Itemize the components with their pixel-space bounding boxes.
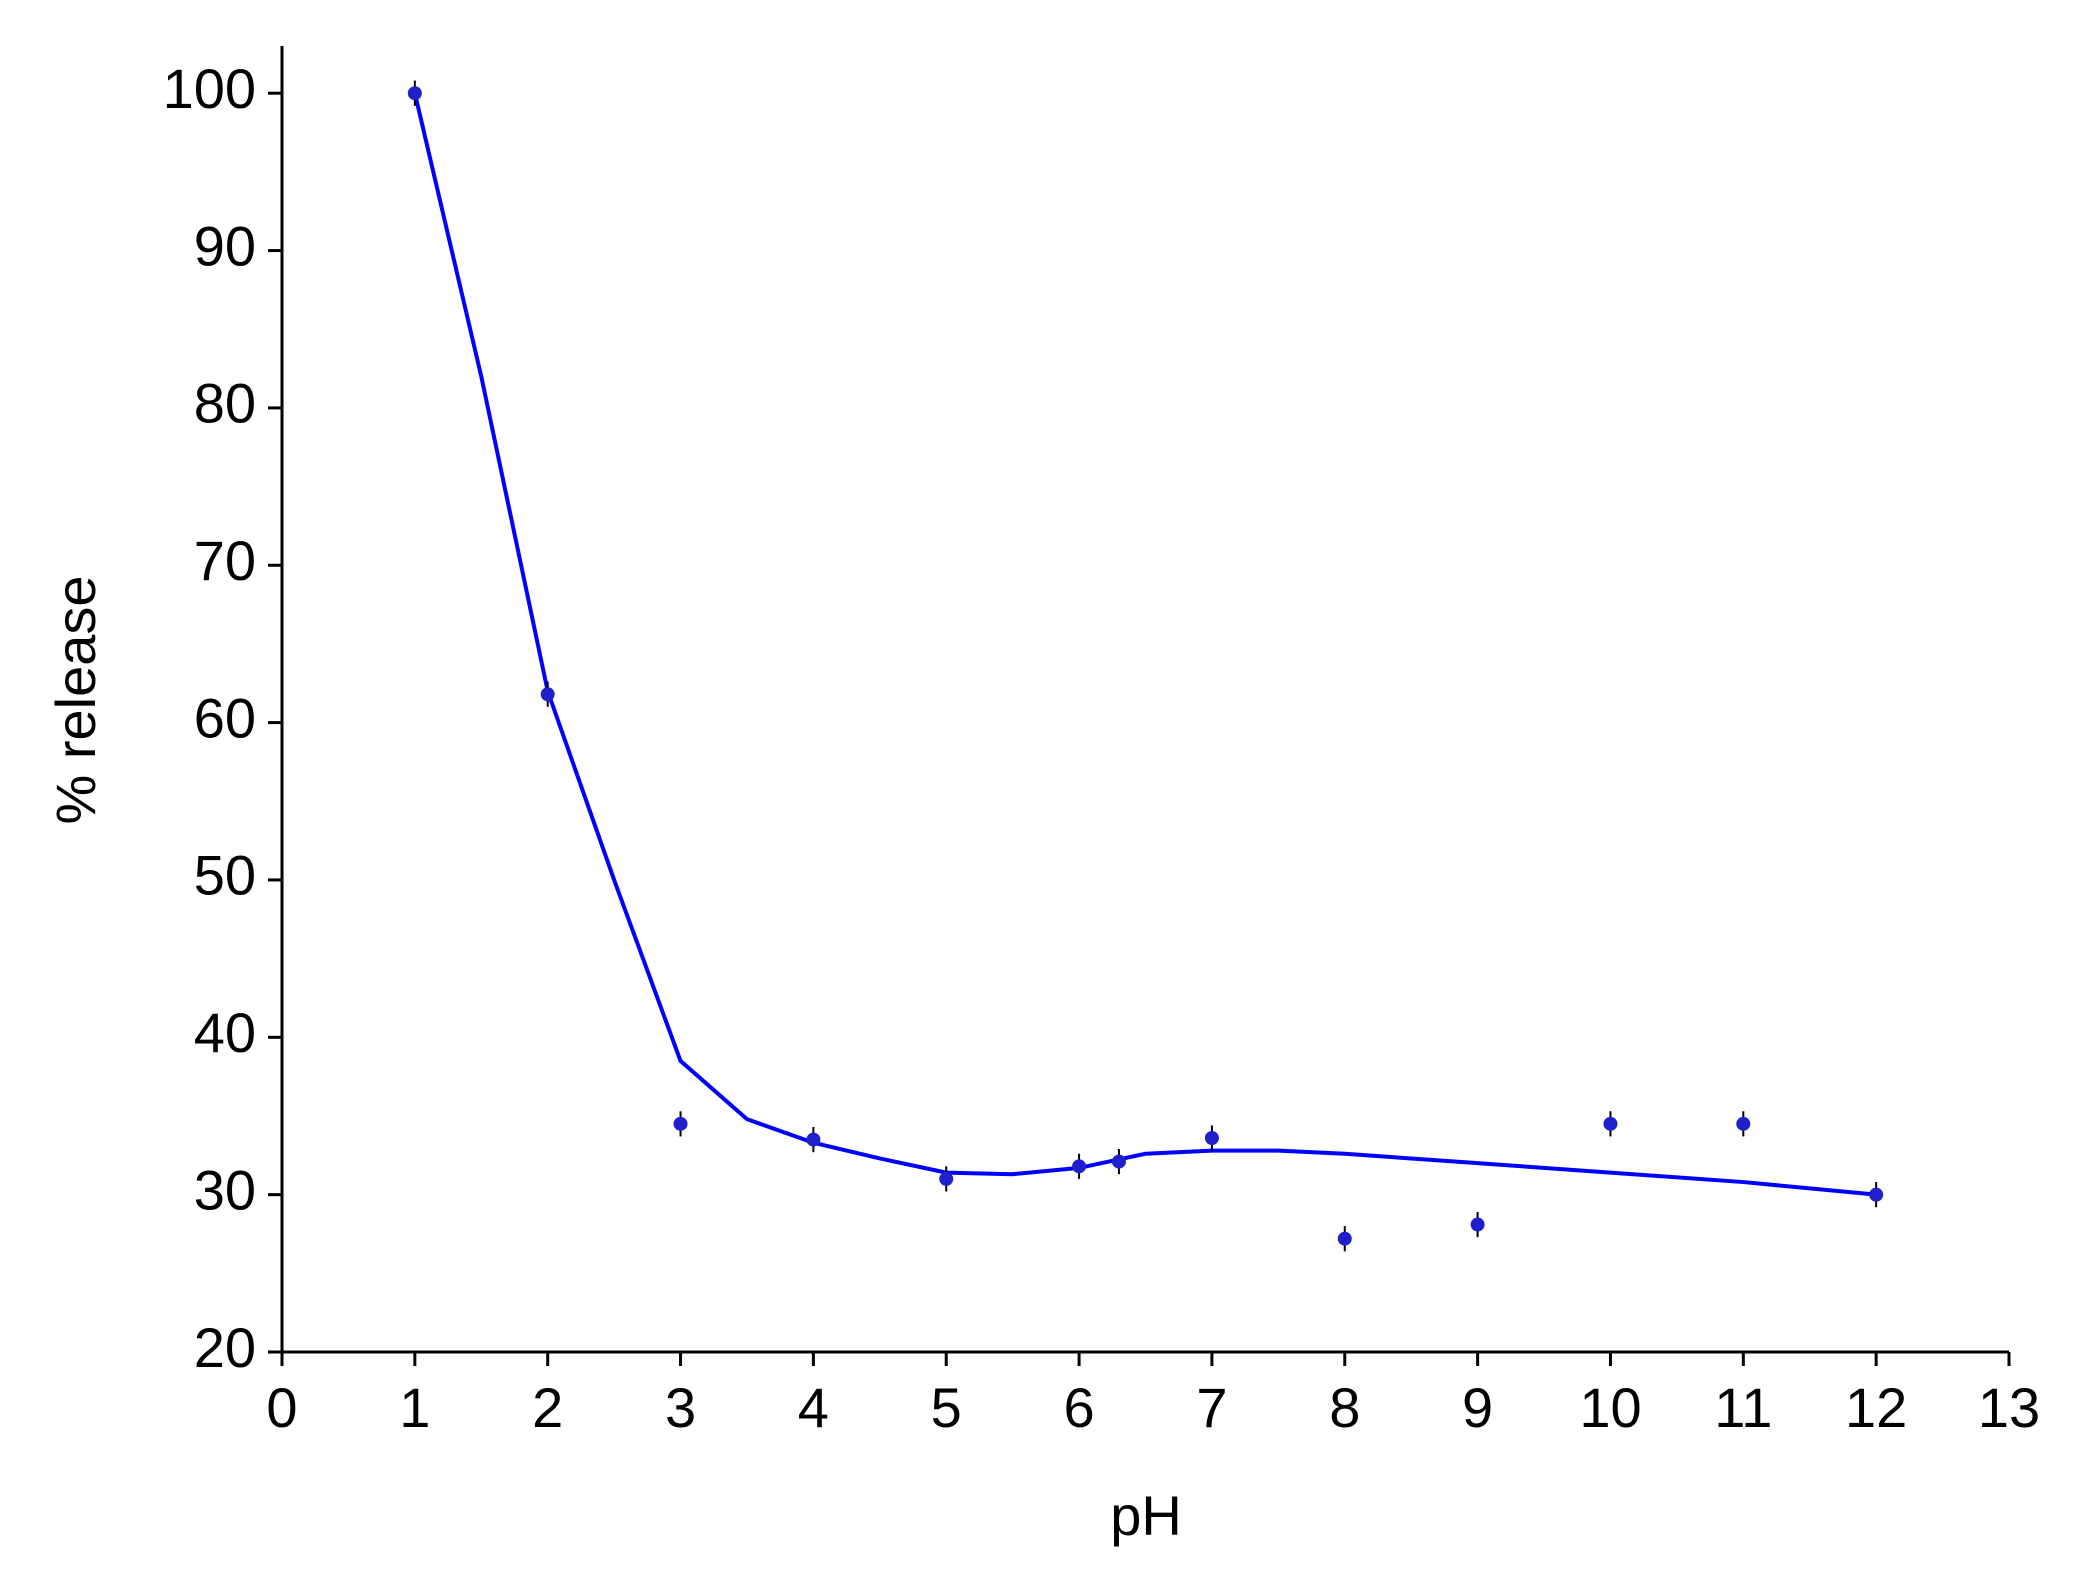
y-tick-label: 70 (194, 529, 256, 592)
data-point (1111, 1154, 1126, 1169)
data-point (806, 1132, 821, 1147)
data-point (1603, 1116, 1618, 1131)
data-point (1869, 1187, 1884, 1202)
x-tick-label: 5 (931, 1376, 962, 1439)
x-axis-title: pH (1110, 1484, 1182, 1547)
y-tick-label: 30 (194, 1158, 256, 1221)
fit-line (412, 92, 1877, 1197)
data-point (407, 86, 422, 101)
x-tick-label: 11 (1714, 1376, 1772, 1439)
data-point (540, 687, 555, 702)
x-tick-label: 10 (1579, 1376, 1641, 1439)
data-point (1736, 1116, 1751, 1131)
data-point (1337, 1231, 1352, 1246)
x-tick-label: 9 (1462, 1376, 1493, 1439)
data-point (1204, 1131, 1219, 1146)
x-tick-label: 2 (532, 1376, 563, 1439)
y-tick-label: 20 (194, 1316, 256, 1379)
y-tick-label: 90 (194, 214, 256, 277)
data-point (939, 1171, 954, 1186)
x-tick-label: 1 (399, 1376, 430, 1439)
x-tick-label: 8 (1329, 1376, 1360, 1439)
x-tick-label: 12 (1845, 1376, 1907, 1439)
x-tick-label: 13 (1978, 1376, 2040, 1439)
data-point (1072, 1159, 1087, 1174)
y-axis-title: % release (44, 575, 107, 824)
x-tick-label: 4 (798, 1376, 829, 1439)
x-tick-label: 0 (266, 1376, 297, 1439)
y-tick-label: 80 (194, 372, 256, 435)
x-tick-label: 3 (665, 1376, 696, 1439)
y-tick-label: 50 (194, 844, 256, 907)
data-point (673, 1116, 688, 1131)
y-tick-label: 60 (194, 686, 256, 749)
x-tick-label: 7 (1196, 1376, 1227, 1439)
y-tick-label: 40 (194, 1001, 256, 1064)
x-tick-label: 6 (1063, 1376, 1094, 1439)
data-point (1470, 1217, 1485, 1232)
y-tick-label: 100 (163, 57, 256, 120)
